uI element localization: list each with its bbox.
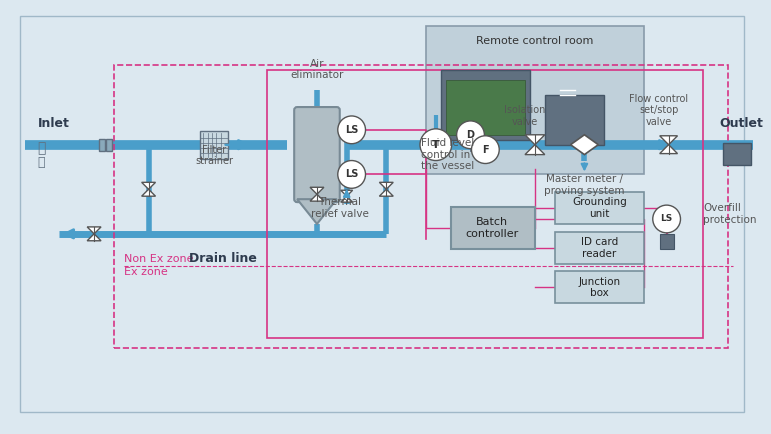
Bar (723, 143, 751, 164)
Polygon shape (525, 145, 545, 155)
Polygon shape (142, 189, 156, 196)
Text: Filter
strainer: Filter strainer (195, 145, 233, 167)
Bar (554, 232, 644, 263)
Bar (106, 139, 112, 151)
Text: ID card
reader: ID card reader (581, 237, 618, 259)
Text: 🚛: 🚛 (38, 141, 46, 156)
Bar (426, 26, 644, 174)
Polygon shape (87, 234, 101, 241)
Bar (554, 192, 644, 224)
Bar (268, 70, 703, 338)
Polygon shape (660, 136, 678, 145)
Text: Master meter /
proving system: Master meter / proving system (544, 174, 625, 196)
Circle shape (420, 129, 452, 161)
Text: Junction
box: Junction box (578, 276, 621, 298)
Bar (441, 70, 530, 140)
Circle shape (338, 161, 365, 188)
Text: Remote control room: Remote control room (476, 36, 594, 46)
Circle shape (472, 136, 500, 164)
Polygon shape (525, 135, 545, 145)
Text: Inlet: Inlet (38, 117, 69, 130)
Text: Fluid level
control in
the vessel: Fluid level control in the vessel (421, 138, 474, 171)
Bar (660, 234, 674, 249)
Text: T: T (432, 140, 439, 150)
Text: LS: LS (661, 214, 673, 224)
Text: Grounding
unit: Grounding unit (572, 197, 627, 219)
Text: Outlet: Outlet (719, 117, 763, 130)
Bar (99, 139, 105, 151)
Polygon shape (379, 182, 393, 189)
Polygon shape (87, 227, 101, 234)
Polygon shape (379, 189, 393, 196)
Text: 🚂: 🚂 (38, 157, 45, 170)
Circle shape (338, 116, 365, 144)
Bar (451, 207, 535, 249)
Polygon shape (341, 190, 352, 196)
Polygon shape (297, 199, 337, 224)
Polygon shape (310, 194, 324, 201)
Bar (200, 131, 227, 158)
Polygon shape (341, 196, 352, 202)
Text: Non Ex zone: Non Ex zone (124, 253, 194, 263)
Text: LS: LS (345, 125, 359, 135)
Text: Air
eliminator: Air eliminator (291, 59, 344, 80)
Text: Overfill
protection: Overfill protection (703, 203, 757, 225)
Bar (114, 66, 728, 348)
Text: Isolation
valve: Isolation valve (504, 105, 546, 127)
Text: Flow control
set/stop
valve: Flow control set/stop valve (629, 94, 689, 127)
Polygon shape (310, 187, 324, 194)
Text: F: F (482, 145, 489, 155)
Polygon shape (142, 182, 156, 189)
Polygon shape (571, 135, 598, 155)
Bar (446, 80, 525, 135)
Polygon shape (660, 145, 678, 154)
Text: Batch
controller: Batch controller (466, 217, 519, 239)
FancyBboxPatch shape (295, 107, 340, 202)
Circle shape (653, 205, 681, 233)
Text: Ex zone: Ex zone (124, 267, 167, 277)
Text: D: D (466, 130, 474, 140)
Bar (554, 272, 644, 303)
Text: Drain line: Drain line (189, 252, 257, 265)
Text: Thermal
relief valve: Thermal relief valve (311, 197, 369, 219)
Bar (545, 95, 604, 145)
Text: LS: LS (345, 169, 359, 179)
Circle shape (456, 121, 484, 149)
